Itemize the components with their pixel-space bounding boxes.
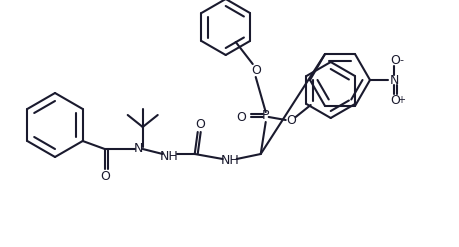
Text: O: O [389,54,399,66]
Text: N: N [134,143,143,156]
Text: P: P [261,108,269,122]
Text: NH: NH [159,149,178,163]
Text: +: + [396,95,404,105]
Text: O: O [389,94,399,106]
Text: -: - [398,55,402,65]
Text: O: O [235,110,245,124]
Text: O: O [250,63,260,77]
Text: N: N [388,74,398,86]
Text: NH: NH [220,155,239,167]
Text: O: O [285,114,295,126]
Text: O: O [100,169,109,183]
Text: O: O [194,118,204,130]
